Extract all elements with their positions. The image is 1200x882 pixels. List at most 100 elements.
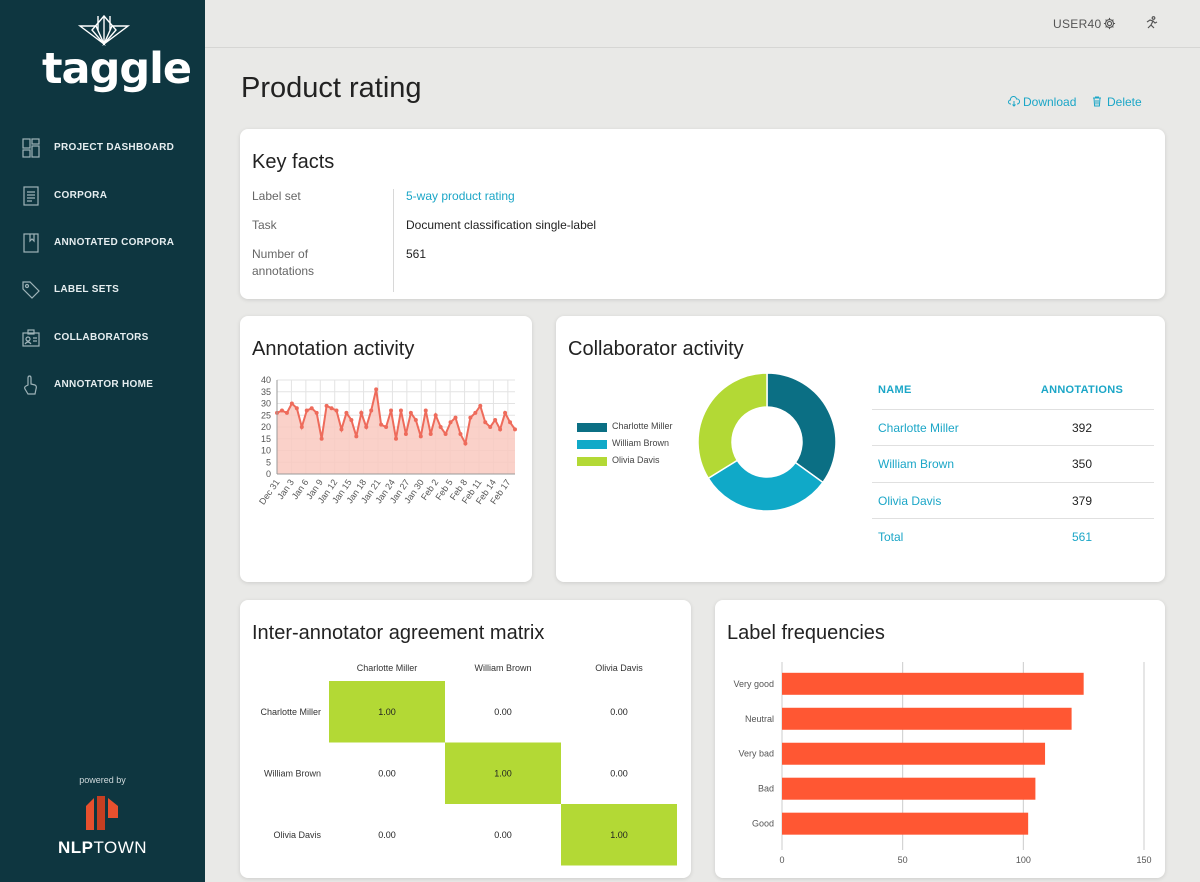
data-point: [284, 410, 289, 415]
matrix-value: 1.00: [494, 768, 512, 778]
document-icon: [23, 186, 39, 206]
trash-icon: [1093, 96, 1101, 107]
x-tick-label: 50: [898, 855, 908, 865]
data-point: [453, 415, 458, 420]
card-title: Label frequencies: [727, 622, 885, 644]
delete-button[interactable]: Delete: [1092, 95, 1142, 109]
key-fact-value: 561: [406, 247, 427, 261]
table-header: NAME ANNOTATIONS: [872, 373, 1154, 410]
matrix-value: 0.00: [494, 707, 512, 717]
y-tick-label: 5: [266, 457, 271, 467]
data-point: [408, 410, 413, 415]
hand-pointer-icon: [24, 375, 37, 395]
data-point: [463, 441, 468, 446]
agreement-matrix-card: Inter-annotator agreement matrix Charlot…: [240, 600, 691, 878]
data-point: [314, 410, 319, 415]
running-person-icon[interactable]: [1144, 16, 1158, 30]
sidebar-item-project-dashboard[interactable]: PROJECT DASHBOARD: [0, 128, 205, 168]
agreement-matrix-heatmap[interactable]: Charlotte Miller William Brown Olivia Davi…: [240, 658, 691, 878]
nlptown-logo-icon: [86, 796, 118, 830]
data-point: [438, 425, 443, 429]
y-tick-label: Good: [752, 819, 774, 829]
matrix-value: 0.00: [378, 830, 396, 840]
matrix-cell: [561, 804, 677, 866]
data-point: [309, 406, 314, 411]
sidebar-item-label-sets[interactable]: LABEL SETS: [0, 270, 205, 310]
data-point: [428, 432, 433, 437]
nlptown-brand: NLPTOWN: [57, 838, 148, 857]
data-point: [468, 415, 473, 420]
data-point: [394, 436, 398, 441]
bar-very-good: [782, 672, 1084, 695]
data-point: [329, 406, 334, 411]
collaborator-link[interactable]: William Brown: [878, 457, 955, 471]
data-point: [279, 408, 284, 413]
data-point: [344, 410, 349, 415]
y-tick-label: 25: [261, 410, 271, 420]
collaborator-link[interactable]: Charlotte Miller: [878, 420, 959, 435]
data-point: [398, 408, 403, 413]
matrix-cell: [445, 742, 561, 804]
sidebar: taggle PROJECT DASHBOARD CORPORA ANNOTAT…: [0, 0, 205, 882]
sidebar-item-collaborators[interactable]: COLLABORATORS: [0, 318, 205, 358]
card-title: Key facts: [252, 151, 335, 173]
table-row: William Brown 350: [872, 446, 1154, 483]
bar-neutral: [782, 707, 1072, 730]
label-set-link[interactable]: 5-way product rating: [406, 189, 515, 203]
sidebar-item-annotator-home[interactable]: ANNOTATOR HOME: [0, 365, 205, 405]
matrix-value: 1.00: [378, 707, 396, 717]
bar-bad: [782, 777, 1036, 800]
key-fact-label: Label set: [252, 189, 301, 203]
data-point: [319, 436, 324, 441]
logo-mark-icon: [77, 14, 131, 47]
donut-slice-william-brown: [707, 459, 824, 512]
x-tick-label: 0: [779, 855, 784, 865]
bookmark-book-icon: [23, 233, 39, 253]
collaborator-activity-card: Collaborator activity Charlotte Miller W…: [556, 316, 1165, 582]
matrix-cell: [329, 681, 445, 743]
sidebar-item-label: LABEL SETS: [54, 284, 120, 295]
y-tick-label: Very good: [733, 679, 774, 689]
data-point: [458, 432, 463, 437]
data-point: [324, 403, 329, 408]
tag-icon: [22, 281, 40, 299]
label-frequencies-card: Label frequencies 0 50 100 150 Very good Neut…: [715, 600, 1165, 878]
matrix-value: 0.00: [494, 830, 512, 840]
donut-slice-charlotte-miller: [766, 372, 837, 484]
data-point: [513, 427, 517, 432]
x-tick-label: 150: [1136, 855, 1151, 865]
id-card-icon: [22, 329, 40, 347]
data-point: [473, 410, 478, 415]
data-point: [289, 401, 294, 406]
sidebar-item-annotated-corpora[interactable]: ANNOTATED CORPORA: [0, 223, 205, 263]
donut-slice-olivia-davis: [697, 372, 768, 480]
download-button[interactable]: Download: [1008, 95, 1076, 109]
taggle-logo[interactable]: taggle: [38, 14, 192, 94]
label-frequencies-bar-chart[interactable]: 0 50 100 150 Very good Neutral Very bad Bad Good: [715, 656, 1165, 876]
data-point: [443, 432, 448, 437]
sidebar-item-corpora[interactable]: CORPORA: [0, 176, 205, 216]
data-point: [364, 425, 369, 429]
data-point: [498, 427, 503, 432]
sidebar-item-label: CORPORA: [54, 190, 108, 201]
collaborator-link[interactable]: Olivia Davis: [878, 493, 942, 508]
user-name[interactable]: USER40: [1053, 17, 1102, 31]
bar-very-bad: [782, 742, 1046, 765]
matrix-row-label: William Brown: [264, 768, 321, 778]
matrix-value: 0.00: [610, 768, 628, 778]
collaborator-donut-chart[interactable]: [687, 370, 847, 530]
data-point: [503, 410, 508, 415]
data-point: [294, 406, 299, 411]
table-total-row: Total 561: [878, 530, 1093, 544]
data-point: [403, 432, 408, 437]
annotation-activity-card: Annotation activity 0 5 10 15 20 25 30 35 40 Dec …: [240, 316, 532, 582]
sidebar-item-label: PROJECT DASHBOARD: [54, 142, 175, 153]
gear-icon[interactable]: [1103, 17, 1116, 30]
sidebar-item-label: ANNOTATOR HOME: [54, 379, 154, 390]
key-facts-card: Key facts Label set 5-way product rating…: [240, 129, 1165, 299]
data-point: [304, 408, 309, 413]
matrix-value: 0.00: [610, 707, 628, 717]
data-point: [334, 408, 339, 413]
y-tick-label: Bad: [758, 784, 774, 794]
